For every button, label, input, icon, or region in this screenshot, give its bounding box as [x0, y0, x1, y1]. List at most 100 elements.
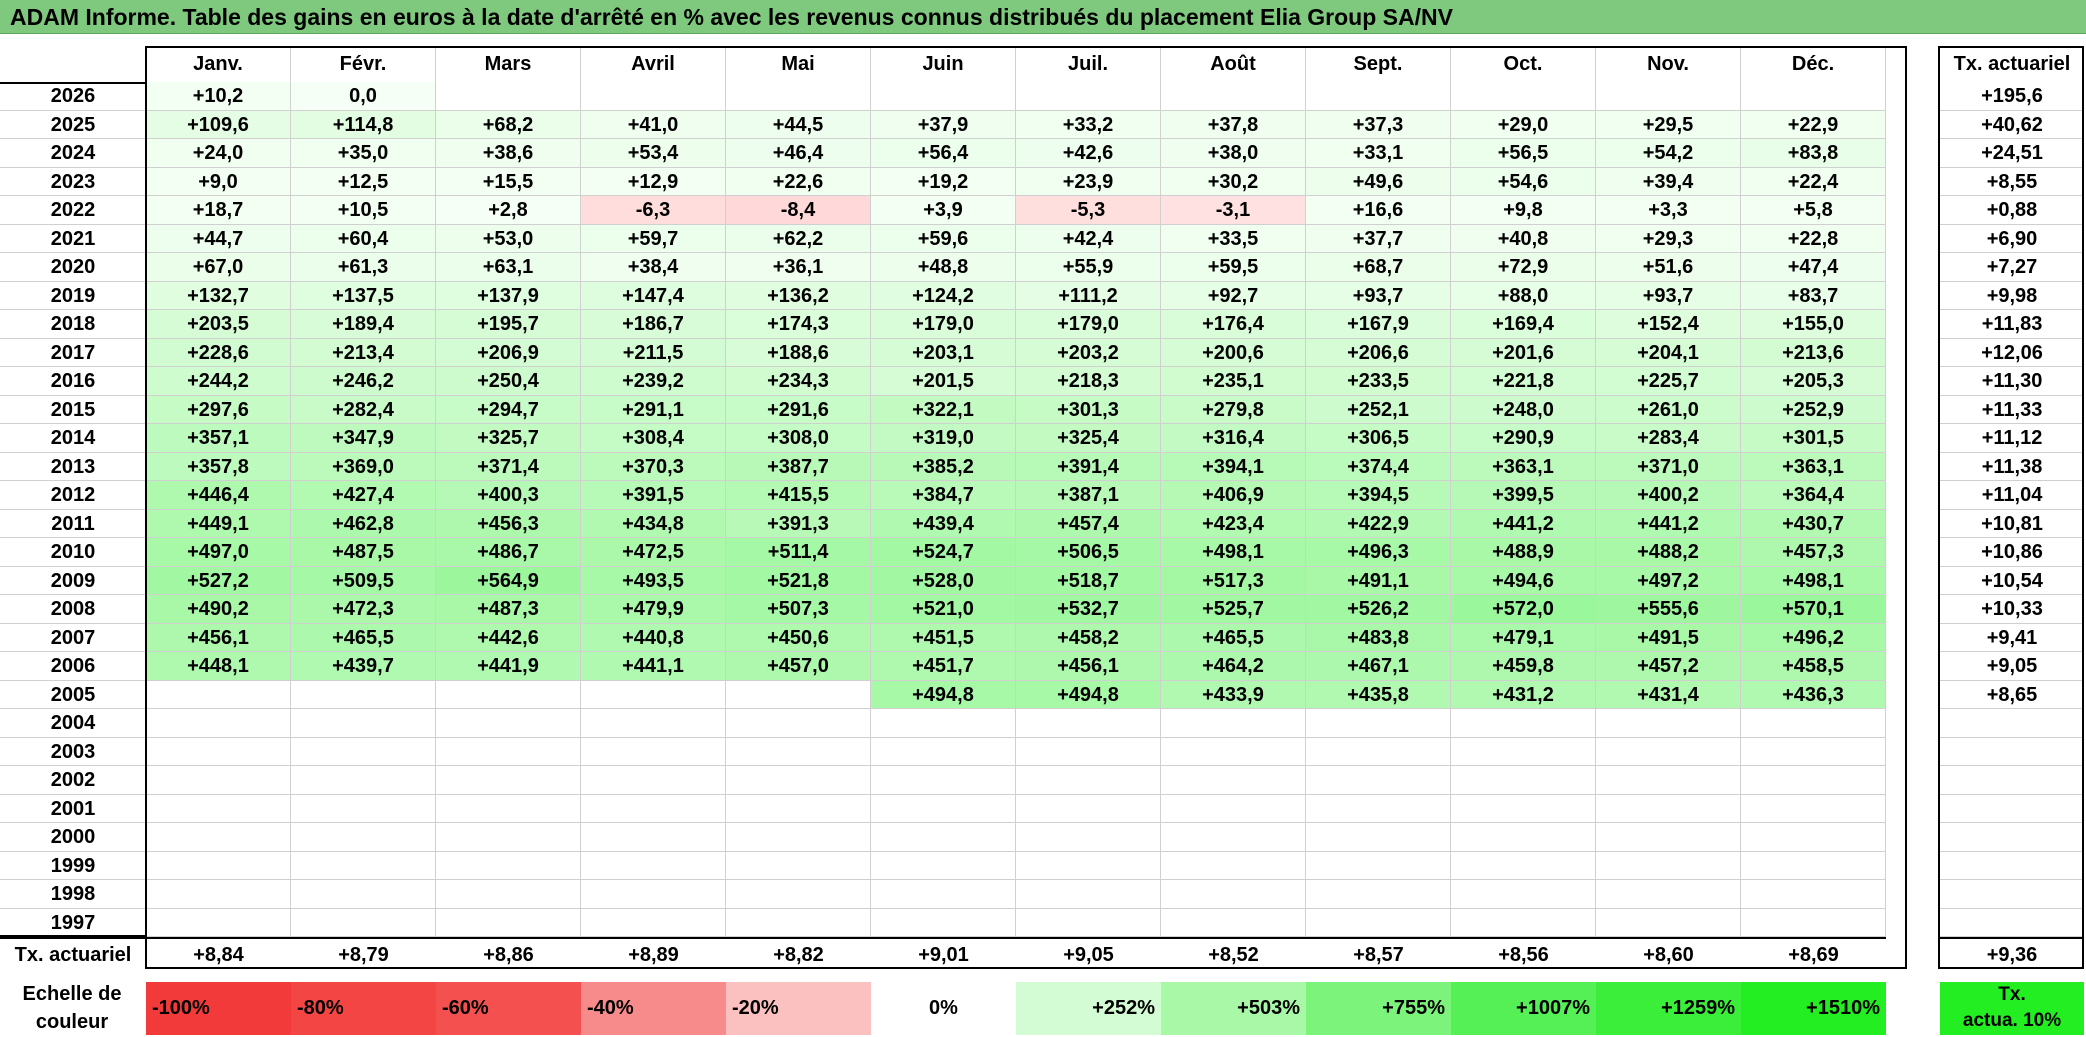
table-cell [146, 709, 291, 738]
table-cell [871, 794, 1016, 823]
table-cell [1596, 82, 1741, 111]
table-cell [1741, 880, 1886, 909]
table-cell: +494,6 [1451, 566, 1596, 595]
table-cell [1741, 766, 1886, 795]
table-cell: +55,9 [1016, 253, 1161, 282]
table-cell: +451,7 [871, 652, 1016, 681]
footer-cell: +8,86 [436, 937, 581, 971]
table-cell: +24,0 [146, 139, 291, 168]
table-cell: +235,1 [1161, 367, 1306, 396]
table-cell: +228,6 [146, 338, 291, 367]
year-label: 2000 [0, 823, 146, 852]
color-scale-step: +1007% [1451, 982, 1596, 1035]
month-header: Févr. [291, 46, 436, 82]
table-cell: +493,5 [581, 566, 726, 595]
table-cell: +385,2 [871, 452, 1016, 481]
year-label: 2007 [0, 624, 146, 652]
year-label: 2008 [0, 595, 146, 624]
table-cell: +427,4 [291, 481, 436, 510]
table-cell: +167,9 [1306, 310, 1451, 339]
color-scale-step: -40% [581, 982, 726, 1035]
tx-cell: +9,05 [1940, 652, 2084, 681]
table-cell [1741, 908, 1886, 937]
table-cell: +472,5 [581, 538, 726, 567]
color-scale-step: +503% [1161, 982, 1306, 1035]
table-cell: +441,2 [1596, 509, 1741, 538]
table-cell [1596, 908, 1741, 937]
table-cell: +5,8 [1741, 196, 1886, 225]
year-label: 2019 [0, 282, 146, 310]
table-cell: +59,7 [581, 224, 726, 253]
table-cell [436, 851, 581, 880]
table-cell: +53,4 [581, 139, 726, 168]
color-scale-step: +1510% [1741, 982, 1886, 1035]
year-label: 1999 [0, 852, 146, 880]
tx-legend-line-1: Tx. [1998, 984, 2026, 1005]
table-cell: +68,2 [436, 110, 581, 139]
table-cell: +423,4 [1161, 509, 1306, 538]
tx-cell: +10,54 [1940, 567, 2084, 595]
table-cell: +498,1 [1161, 538, 1306, 567]
tx-cell [1940, 738, 2084, 766]
table-cell: 0,0 [291, 82, 436, 111]
table-cell: +446,4 [146, 481, 291, 510]
tx-cell: +9,41 [1940, 624, 2084, 652]
table-cell: +357,8 [146, 452, 291, 481]
table-cell: +450,6 [726, 623, 871, 652]
table-cell: +291,1 [581, 395, 726, 424]
table-cell [726, 908, 871, 937]
table-cell: +59,5 [1161, 253, 1306, 282]
table-cell: +525,7 [1161, 595, 1306, 624]
table-cell: +59,6 [871, 224, 1016, 253]
table-cell: +290,9 [1451, 424, 1596, 453]
table-cell: +46,4 [726, 139, 871, 168]
month-header: Mars [436, 46, 581, 82]
footer-cell: +8,60 [1596, 937, 1741, 971]
tx-cell: +195,6 [1940, 82, 2084, 111]
table-cell: +205,3 [1741, 367, 1886, 396]
table-cell: +33,5 [1161, 224, 1306, 253]
table-cell: +527,2 [146, 566, 291, 595]
table-cell [1741, 82, 1886, 111]
tx-cell: +6,90 [1940, 225, 2084, 253]
year-label: 1998 [0, 880, 146, 909]
color-scale-label: Echelle de couleur [22, 983, 122, 1033]
table-cell: +488,9 [1451, 538, 1596, 567]
table-cell: +325,4 [1016, 424, 1161, 453]
table-cell [871, 737, 1016, 766]
table-cell: +61,3 [291, 253, 436, 282]
table-cell: +3,3 [1596, 196, 1741, 225]
table-cell: +155,0 [1741, 310, 1886, 339]
table-cell [1016, 766, 1161, 795]
table-cell [1161, 880, 1306, 909]
table-cell: +488,2 [1596, 538, 1741, 567]
table-cell: +244,2 [146, 367, 291, 396]
table-cell: +369,0 [291, 452, 436, 481]
table-cell: +49,6 [1306, 167, 1451, 196]
table-cell: +92,7 [1161, 281, 1306, 310]
tx-cell: +10,33 [1940, 595, 2084, 624]
table-cell: +47,4 [1741, 253, 1886, 282]
table-cell [581, 908, 726, 937]
table-cell: +442,6 [436, 623, 581, 652]
table-cell [726, 680, 871, 709]
table-cell: +37,9 [871, 110, 1016, 139]
table-cell [871, 851, 1016, 880]
tx-cell [1940, 709, 2084, 738]
table-cell: +206,6 [1306, 338, 1451, 367]
table-cell: +67,0 [146, 253, 291, 282]
table-cell [1161, 794, 1306, 823]
table-cell: +234,3 [726, 367, 871, 396]
tx-cell [1940, 909, 2084, 937]
table-cell: +48,8 [871, 253, 1016, 282]
table-cell [1451, 823, 1596, 852]
table-cell: +239,2 [581, 367, 726, 396]
table-cell [1741, 823, 1886, 852]
table-cell [871, 880, 1016, 909]
table-cell [436, 908, 581, 937]
table-cell [581, 709, 726, 738]
table-cell [1306, 766, 1451, 795]
table-cell: +213,6 [1741, 338, 1886, 367]
table-cell [726, 709, 871, 738]
table-cell: +415,5 [726, 481, 871, 510]
